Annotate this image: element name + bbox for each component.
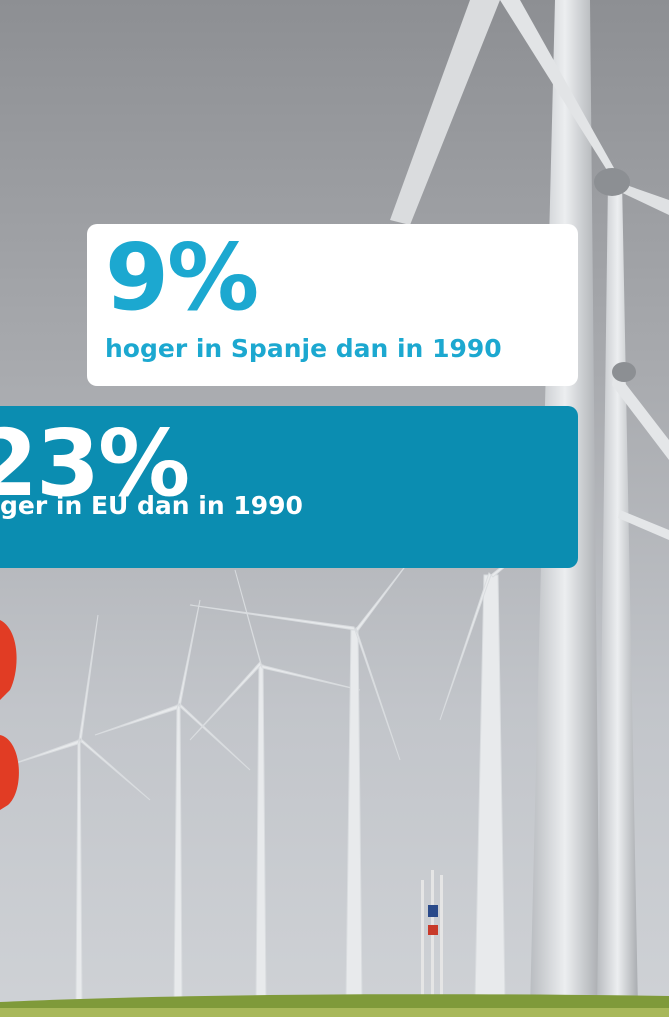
callout-caption: hoger in Spanje dan in 1990	[105, 334, 502, 363]
callout-caption: ger in EU dan in 1990	[0, 491, 303, 520]
callout-card: 9% hoger in Spanje dan in 1990	[87, 224, 578, 386]
callout-figure: 9%	[105, 224, 259, 331]
callout-figure: 23%	[0, 410, 190, 517]
callout-card: 23% ger in EU dan in 1990	[0, 406, 578, 568]
